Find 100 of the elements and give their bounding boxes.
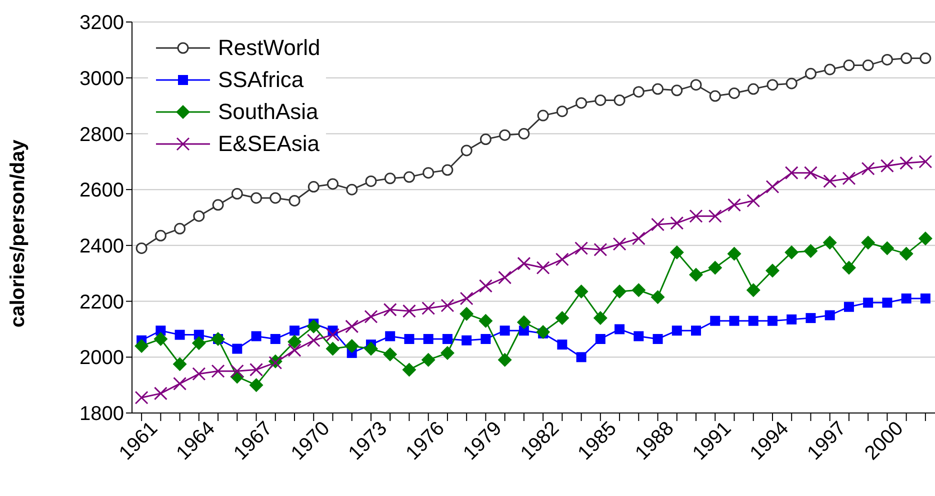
point [480,334,491,344]
point [786,314,797,324]
point [784,245,799,260]
y-tick-label: 2000 [80,347,124,370]
point [402,304,416,318]
point [288,343,302,357]
point [270,192,282,204]
point [593,311,608,326]
point [308,181,320,193]
legend-label: SouthAsia [218,98,318,126]
point [306,319,321,334]
point [652,83,664,95]
point [346,184,358,196]
point [555,252,569,266]
point [900,52,912,64]
point [918,154,932,168]
point [442,334,452,344]
point [193,210,205,222]
point [498,270,512,284]
point [345,320,359,334]
point [232,344,242,354]
point [844,302,854,312]
point [251,331,262,342]
y-tick-label: 2800 [80,124,124,146]
point [881,54,893,66]
point [823,174,837,188]
point [231,188,243,200]
point [727,246,742,261]
y-tick-label: 3000 [80,68,124,90]
point [211,364,225,378]
point [861,236,876,250]
point [748,316,758,326]
point [861,162,875,176]
point [517,256,531,270]
point [708,260,722,275]
point [650,290,665,304]
point [421,352,436,367]
point [134,390,148,404]
point [784,166,798,180]
point [900,156,914,170]
point [385,331,396,342]
point [460,144,472,156]
point [230,364,244,378]
point [212,199,224,211]
point [670,216,684,230]
point [765,264,780,278]
point [804,166,818,180]
point [172,357,187,372]
point [516,315,531,330]
legend-label: E&SEAsia [218,130,320,158]
point [326,328,340,342]
point [766,79,778,91]
point [557,340,568,350]
point [612,284,627,299]
point [423,334,434,344]
point [556,106,568,118]
point [174,330,185,340]
point [920,293,930,304]
y-axis-title: calories/person/day [7,138,30,328]
point [689,268,704,282]
y-tick-label: 2200 [80,291,124,314]
point [250,362,264,376]
point [709,90,721,102]
point [270,334,280,344]
point [842,172,856,186]
point [306,334,320,348]
point [710,316,720,326]
point [690,79,702,91]
point [899,246,914,261]
y-tick-label: 3200 [80,12,124,34]
point [691,326,702,336]
point [918,231,932,246]
point [595,334,606,344]
point [154,332,168,346]
point [766,180,780,194]
point [862,60,874,72]
point [134,338,149,353]
point [804,244,818,258]
point [614,94,626,106]
point [882,298,892,308]
point [326,342,340,356]
point [786,78,798,90]
point [250,192,262,204]
point [344,338,359,353]
point [173,376,187,390]
point [804,68,816,80]
point [422,167,434,179]
point [634,331,644,342]
point [576,97,588,109]
point [365,175,377,187]
point [614,324,625,334]
point [192,336,206,350]
y-tick-label: 2400 [80,236,124,258]
legend-label: RestWorld [218,34,320,62]
point [462,335,472,346]
point [136,242,148,254]
point [555,311,570,326]
point [327,178,338,190]
point [288,194,300,206]
point [632,283,646,298]
